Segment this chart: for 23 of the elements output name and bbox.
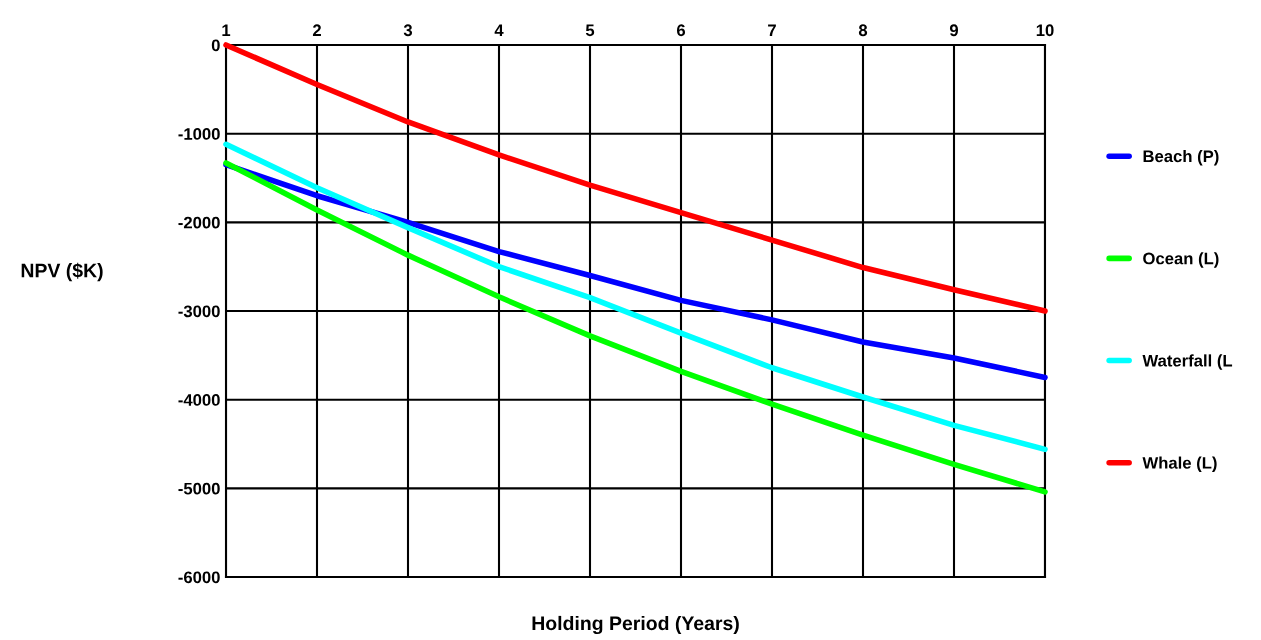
x-tick-label: 8: [858, 24, 868, 37]
x-tick-label: 6: [676, 24, 686, 37]
x-tick-label: 7: [768, 24, 776, 36]
legend-label: Whale (L): [1142, 456, 1217, 473]
x-tick-label: 1: [222, 24, 231, 36]
y-tick-label: -6000: [178, 571, 220, 584]
y-tick-label: 0: [211, 39, 220, 52]
y-tick-label: -4000: [178, 394, 220, 406]
legend-label: Waterfall (L: [1142, 354, 1233, 370]
x-tick-label: 10: [1036, 24, 1054, 37]
x-tick-label: 9: [949, 24, 959, 37]
y-tick-label: -3000: [178, 305, 220, 318]
x-tick-label: 5: [585, 24, 595, 37]
y-tick-label: -2000: [178, 216, 220, 229]
y-tick-label: -1000: [178, 128, 220, 140]
x-tick-label: 4: [494, 24, 504, 36]
x-tick-label: 2: [312, 24, 321, 36]
legend-label: Ocean (L): [1143, 252, 1219, 268]
y-axis-title: NPV ($K): [21, 262, 103, 282]
legend-label: Beach (P): [1143, 149, 1219, 166]
y-tick-label: -5000: [178, 482, 220, 495]
x-axis-title: Holding Period (Years): [532, 615, 739, 635]
x-tick-label: 3: [403, 24, 413, 37]
